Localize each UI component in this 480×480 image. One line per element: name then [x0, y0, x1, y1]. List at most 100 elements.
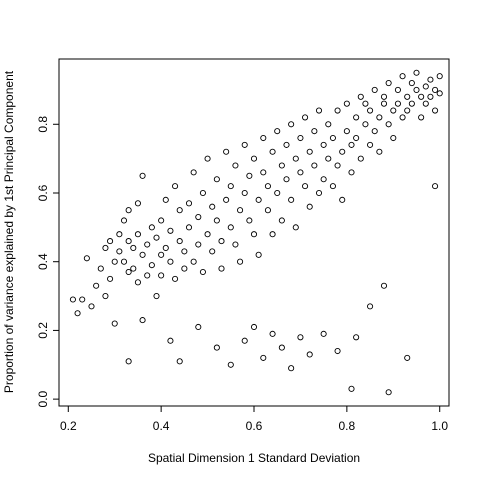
- scatter-point: [199, 189, 206, 197]
- scatter-point: [297, 169, 304, 176]
- scatter-point: [274, 128, 281, 135]
- scatter-point: [418, 93, 425, 100]
- scatter-point: [390, 107, 397, 114]
- scatter-point: [269, 330, 276, 337]
- scatter-point: [334, 162, 341, 169]
- scatter-point: [278, 217, 285, 224]
- scatter-point: [250, 155, 258, 162]
- scatter-point: [371, 128, 378, 135]
- scatter-point: [432, 183, 439, 190]
- scatter-point: [153, 234, 160, 241]
- scatter-point: [348, 169, 355, 176]
- scatter-point: [167, 227, 174, 234]
- scatter-point: [302, 183, 309, 190]
- scatter-point: [111, 320, 118, 327]
- scatter-point: [394, 86, 401, 93]
- scatter-point: [223, 148, 230, 155]
- scatter-point: [130, 265, 137, 272]
- scatter-point: [380, 93, 388, 100]
- y-tick-label: 0.0: [36, 390, 50, 407]
- scatter-point: [209, 203, 216, 210]
- scatter-point: [306, 203, 313, 210]
- scatter-point: [139, 317, 146, 324]
- scatter-point: [329, 183, 336, 190]
- scatter-point: [399, 114, 406, 121]
- scatter-point: [390, 134, 397, 142]
- y-tick-label: 0.4: [36, 253, 50, 270]
- scatter-point: [88, 303, 95, 310]
- scatter-point: [292, 155, 299, 162]
- scatter-point: [404, 107, 411, 114]
- scatter-point: [339, 196, 346, 203]
- x-axis: 0.2 0.4 0.6 0.8 1.0: [60, 406, 448, 433]
- scatter-point: [209, 248, 216, 255]
- scatter-point: [125, 238, 132, 245]
- scatter-point: [408, 100, 415, 107]
- scatter-point: [367, 141, 374, 148]
- scatter-point: [172, 183, 179, 190]
- scatter-point: [260, 169, 267, 176]
- scatter-point: [74, 310, 81, 317]
- scatter-point: [158, 217, 165, 224]
- scatter-point: [320, 330, 327, 337]
- scatter-point: [237, 207, 244, 214]
- scatter-point: [134, 200, 141, 207]
- scatter-point: [413, 69, 420, 76]
- scatter-point: [385, 79, 392, 87]
- scatter-point: [199, 268, 206, 276]
- scatter-point: [371, 86, 378, 93]
- scatter-point: [380, 282, 388, 289]
- scatter-point: [250, 231, 258, 238]
- scatter-point: [283, 141, 290, 148]
- scatter-point: [125, 358, 132, 365]
- scatter-point: [148, 224, 155, 231]
- scatter-point: [232, 162, 239, 169]
- scatter-point: [404, 93, 411, 100]
- scatter-point: [241, 141, 248, 148]
- scatter-point: [218, 238, 225, 245]
- scatter-point: [283, 176, 290, 183]
- scatter-point: [162, 244, 169, 252]
- scatter-point: [325, 155, 332, 162]
- scatter-point: [250, 323, 258, 331]
- x-tick-label: 0.4: [153, 419, 170, 433]
- scatter-point: [139, 251, 146, 258]
- scatter-point: [302, 114, 309, 121]
- scatter-point: [102, 244, 109, 252]
- y-axis-label: Proportion of variance explained by 1st …: [2, 70, 16, 393]
- scatter-point: [325, 121, 332, 128]
- scatter-point: [79, 296, 86, 303]
- scatter-point: [288, 365, 295, 372]
- scatter-point: [195, 241, 202, 248]
- scatter-point: [362, 100, 369, 107]
- scatter-point: [288, 196, 295, 203]
- scatter-point: [376, 114, 383, 121]
- scatter-point: [367, 107, 374, 114]
- scatter-point: [339, 148, 346, 155]
- scatter-point: [418, 114, 425, 121]
- scatter-point: [329, 134, 336, 142]
- scatter-point: [315, 189, 323, 197]
- scatter-points: [69, 69, 443, 396]
- scatter-point: [348, 385, 355, 392]
- scatter-point: [348, 141, 355, 148]
- x-tick-label: 1.0: [431, 419, 448, 433]
- scatter-point: [278, 344, 285, 351]
- scatter-point: [306, 351, 313, 358]
- scatter-point: [274, 189, 281, 197]
- scatter-point: [185, 224, 193, 231]
- x-tick-label: 0.2: [60, 419, 77, 433]
- scatter-point: [399, 73, 406, 80]
- scatter-point: [176, 238, 183, 245]
- scatter-point: [320, 176, 327, 183]
- scatter-point: [125, 207, 132, 214]
- scatter-point: [334, 107, 341, 114]
- x-tick-label: 0.8: [339, 419, 356, 433]
- scatter-point: [130, 244, 137, 252]
- scatter-point: [144, 241, 151, 248]
- scatter-point: [107, 275, 114, 282]
- scatter-point: [353, 134, 360, 142]
- scatter-point: [436, 73, 443, 80]
- scatter-point: [120, 258, 128, 265]
